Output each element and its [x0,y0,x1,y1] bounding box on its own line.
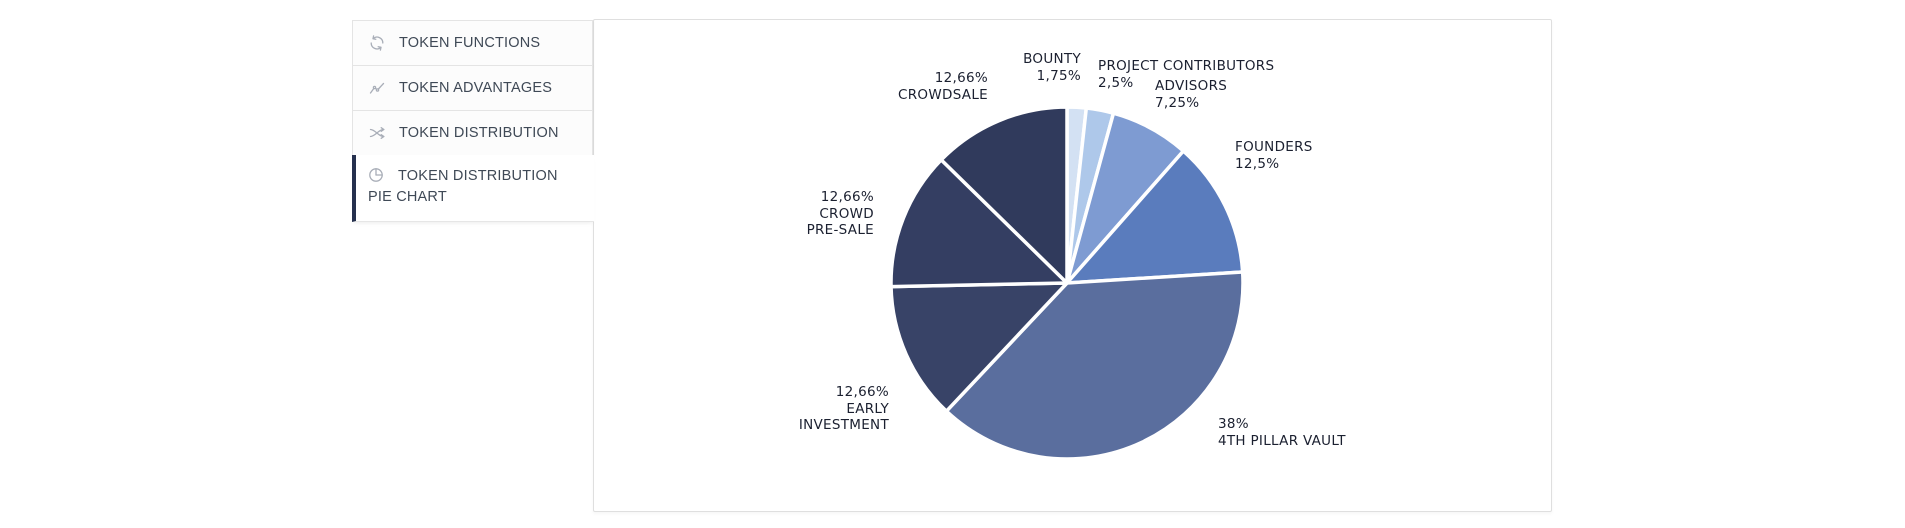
pie-slice-crowdsale[interactable] [939,105,1069,285]
label-crowd-pre-sale: 12,66% CROWD PRE-SALE [806,189,874,238]
menu-item-token-distribution[interactable]: TOKEN DISTRIBUTION [352,110,593,156]
shuffle-icon [369,125,385,141]
pie-slice-crowd-pre-sale[interactable] [889,158,1069,289]
menu-item-token-distribution-pie-chart[interactable]: TOKEN DISTRIBUTION PIE CHART [352,155,594,222]
menu-item-token-advantages[interactable]: TOKEN ADVANTAGES [352,65,593,111]
menu-item-label: TOKEN FUNCTIONS [399,35,541,51]
pie-svg [889,105,1245,461]
pie-slice-4th-pillar-vault[interactable] [944,270,1245,461]
label-crowdsale: 12,66% CROWDSALE [898,70,988,103]
label-project-contributors: PROJECT CONTRIBUTORS 2,5% [1098,58,1275,91]
pie-chart-icon [368,167,384,183]
trend-icon [369,80,385,96]
label-advisors: ADVISORS 7,25% [1155,78,1228,111]
refresh-icon [369,35,385,51]
label-early-investment: 12,66% EARLY INVESTMENT [798,384,889,433]
pie-slice-founders[interactable] [1065,149,1245,285]
label-bounty: BOUNTY 1,75% [1023,51,1081,84]
menu-item-token-functions[interactable]: TOKEN FUNCTIONS [352,20,593,66]
menu-item-label: TOKEN DISTRIBUTION PIE CHART [368,168,558,205]
section-menu: TOKEN FUNCTIONS TOKEN ADVANTAGES TOKEN D… [352,20,594,222]
token-distribution-pie-chart [867,83,1267,483]
label-founders: FOUNDERS 12,5% [1235,139,1313,172]
menu-item-label: TOKEN ADVANTAGES [399,80,553,96]
menu-item-label: TOKEN DISTRIBUTION [399,125,559,141]
label-4th-pillar-vault: 38% 4TH PILLAR VAULT [1218,416,1346,449]
pie-slice-early-investment[interactable] [889,281,1069,413]
